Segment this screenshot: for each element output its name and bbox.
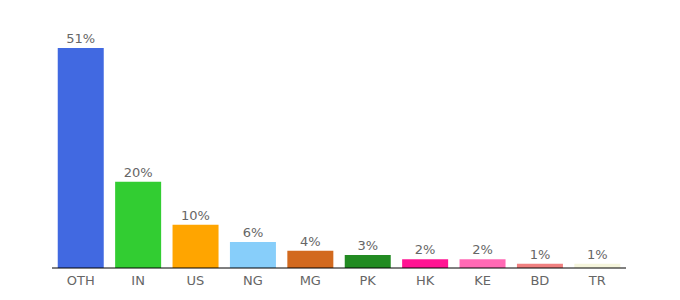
svg-text:US: US — [187, 273, 205, 288]
svg-text:2%: 2% — [472, 242, 493, 257]
svg-text:4%: 4% — [300, 234, 321, 249]
svg-text:20%: 20% — [124, 165, 153, 180]
svg-text:10%: 10% — [181, 208, 210, 223]
svg-text:3%: 3% — [357, 238, 378, 253]
svg-text:2%: 2% — [415, 242, 436, 257]
svg-text:IN: IN — [131, 273, 145, 288]
svg-text:51%: 51% — [66, 31, 95, 46]
svg-text:BD: BD — [530, 273, 549, 288]
svg-text:TR: TR — [588, 273, 606, 288]
svg-text:1%: 1% — [587, 247, 608, 262]
svg-text:MG: MG — [300, 273, 321, 288]
svg-text:1%: 1% — [530, 247, 551, 262]
svg-text:NG: NG — [243, 273, 263, 288]
svg-text:OTH: OTH — [67, 273, 95, 288]
svg-text:HK: HK — [416, 273, 435, 288]
svg-text:KE: KE — [474, 273, 491, 288]
svg-text:6%: 6% — [243, 225, 264, 240]
svg-text:PK: PK — [360, 273, 377, 288]
